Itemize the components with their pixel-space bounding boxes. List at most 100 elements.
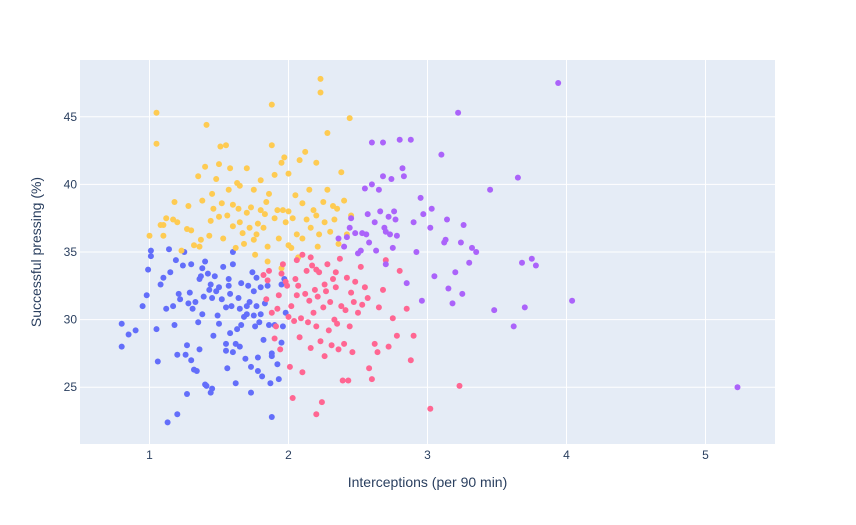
scatter-point bbox=[313, 159, 320, 166]
scatter-point bbox=[203, 121, 210, 128]
scatter-point bbox=[321, 219, 328, 226]
scatter-point bbox=[375, 186, 382, 193]
scatter-point bbox=[260, 272, 267, 278]
scatter-point bbox=[160, 274, 167, 281]
scatter-point bbox=[364, 295, 371, 301]
scatter-point bbox=[163, 215, 170, 222]
scatter-point bbox=[334, 205, 341, 212]
scatter-point bbox=[293, 292, 300, 299]
scatter-point bbox=[348, 289, 355, 296]
scatter-point bbox=[377, 208, 384, 215]
scatter-point bbox=[268, 414, 275, 420]
scatter-point bbox=[292, 192, 299, 199]
scatter-point bbox=[118, 320, 125, 327]
scatter-point bbox=[139, 303, 146, 310]
scatter-point bbox=[209, 385, 216, 392]
scatter-point bbox=[361, 185, 368, 192]
scatter-point bbox=[204, 270, 211, 277]
scatter-point bbox=[316, 231, 323, 238]
gridlines bbox=[80, 60, 775, 444]
scatter-point bbox=[166, 246, 172, 253]
scatter-point bbox=[174, 351, 181, 358]
scatter-point bbox=[382, 261, 389, 268]
scatter-point bbox=[153, 326, 160, 333]
scatter-point bbox=[177, 296, 184, 303]
scatter-point bbox=[392, 216, 399, 223]
scatter-point bbox=[427, 405, 434, 412]
scatter-point bbox=[253, 303, 260, 310]
scatter-point bbox=[380, 139, 386, 146]
scatter-point bbox=[314, 293, 321, 300]
scatter-point bbox=[295, 282, 302, 289]
scatter-point bbox=[338, 303, 345, 310]
scatter-point bbox=[302, 290, 309, 297]
scatter-point bbox=[325, 327, 332, 334]
scatter-point bbox=[279, 207, 286, 214]
scatter-point bbox=[172, 257, 179, 264]
scatter-point bbox=[200, 293, 207, 300]
scatter-point bbox=[313, 411, 320, 418]
scatter-point bbox=[281, 154, 288, 161]
scatter-point bbox=[266, 190, 272, 197]
scatter-point bbox=[466, 259, 473, 266]
scatter-point bbox=[286, 363, 293, 370]
scatter-point bbox=[132, 327, 139, 334]
scatter-point bbox=[555, 80, 562, 86]
scatter-point bbox=[271, 171, 278, 178]
scatter-point bbox=[218, 200, 225, 207]
scatter-point bbox=[389, 244, 396, 251]
scatter-point bbox=[260, 224, 267, 231]
scatter-point bbox=[284, 282, 291, 289]
scatter-point bbox=[202, 163, 209, 170]
scatter-point bbox=[473, 249, 480, 255]
scatter-point bbox=[229, 223, 236, 230]
scatter-point bbox=[238, 280, 245, 287]
scatter-point bbox=[320, 199, 327, 205]
x-tick-label: 3 bbox=[424, 448, 431, 462]
scatter-point bbox=[457, 239, 464, 246]
scatter-point bbox=[374, 349, 381, 356]
scatter-point bbox=[196, 243, 203, 250]
scatter-point bbox=[368, 376, 375, 383]
scatter-point bbox=[147, 253, 154, 260]
scatter-point bbox=[239, 230, 246, 237]
scatter-point bbox=[245, 282, 252, 289]
scatter-point bbox=[210, 205, 217, 212]
scatter-point bbox=[413, 249, 420, 255]
scatter-point bbox=[241, 240, 247, 247]
scatter-point bbox=[224, 365, 231, 372]
scatter-point bbox=[396, 267, 403, 274]
scatter-point bbox=[261, 211, 268, 218]
scatter-point bbox=[229, 349, 236, 356]
scatter-point bbox=[348, 215, 355, 222]
scatter-point bbox=[380, 286, 386, 293]
scatter-point bbox=[275, 376, 282, 383]
scatter-point bbox=[220, 263, 227, 270]
scatter-point bbox=[249, 269, 256, 276]
scatter-point bbox=[299, 200, 306, 207]
scatter-point bbox=[336, 255, 343, 262]
x-axis-title: Interceptions (per 90 min) bbox=[348, 474, 508, 490]
scatter-point bbox=[364, 211, 371, 218]
scatter-point bbox=[350, 299, 357, 305]
scatter-point bbox=[296, 334, 303, 341]
scatter-point bbox=[229, 261, 236, 268]
scatter-point bbox=[345, 377, 352, 384]
scatter-point bbox=[306, 297, 313, 304]
scatter-point bbox=[253, 231, 260, 238]
scatter-point bbox=[185, 203, 192, 209]
scatter-point bbox=[223, 340, 229, 347]
scatter-point bbox=[217, 143, 224, 150]
scatter-point bbox=[293, 257, 300, 264]
scatter-point bbox=[252, 323, 259, 330]
scatter-point bbox=[324, 186, 331, 193]
scatter-point bbox=[213, 176, 220, 182]
scatter-point bbox=[195, 319, 202, 326]
scatter-point bbox=[218, 296, 225, 303]
scatter-point bbox=[487, 186, 494, 193]
scatter-point bbox=[206, 286, 213, 293]
scatter-point bbox=[371, 340, 378, 347]
scatter-point bbox=[243, 311, 250, 318]
scatter-point bbox=[209, 295, 216, 301]
scatter-point bbox=[252, 251, 259, 258]
